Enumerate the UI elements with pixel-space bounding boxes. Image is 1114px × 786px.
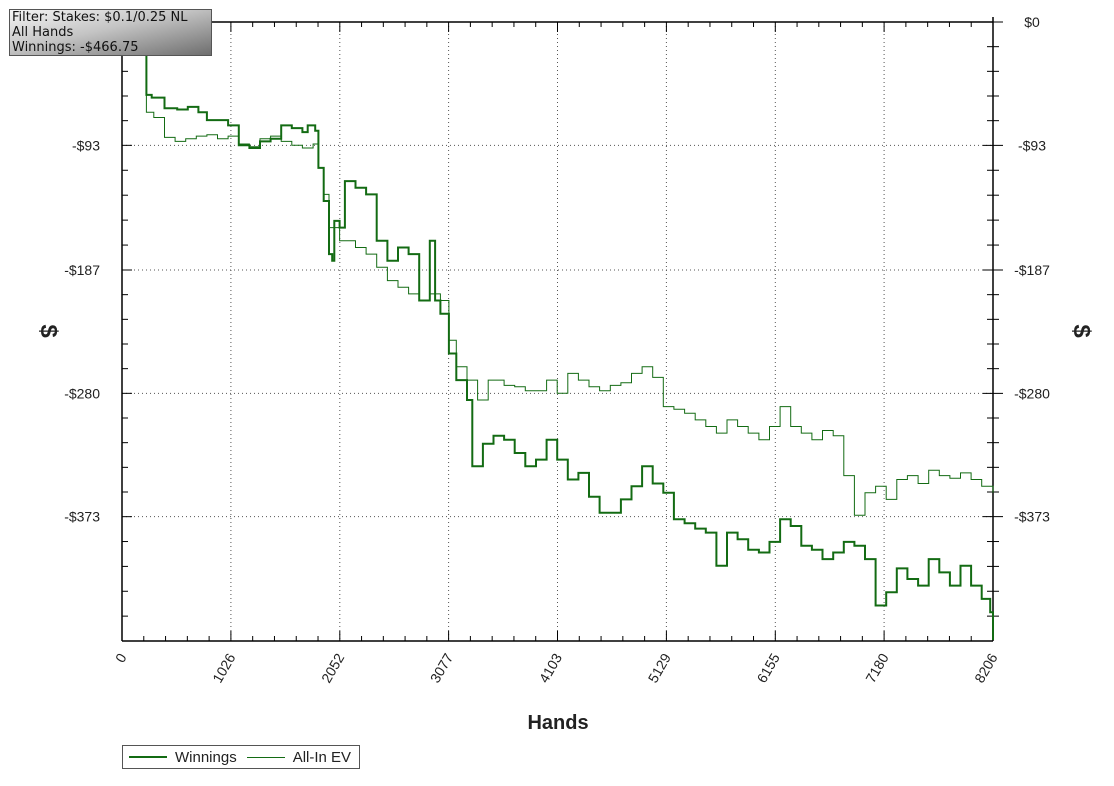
y-tick-label-left: -$93 xyxy=(72,137,100,153)
x-tick-label: 2052 xyxy=(318,650,348,685)
chart-legend: Winnings All-In EV xyxy=(122,745,361,769)
legend-item-all-in-ev: All-In EV xyxy=(246,748,352,766)
x-tick-label: 8206 xyxy=(971,650,1001,685)
y-tick-label-left: -$280 xyxy=(64,385,100,401)
x-tick-label: 0 xyxy=(112,650,130,665)
y-axis-title-right: $ xyxy=(1068,324,1095,338)
legend-swatch-winnings xyxy=(129,756,167,758)
x-tick-label: 5129 xyxy=(645,650,675,685)
legend-label-winnings: Winnings xyxy=(175,748,237,766)
y-tick-label-right: -$93 xyxy=(1018,137,1046,153)
y-tick-label-right: -$373 xyxy=(1014,509,1050,525)
y-tick-label-left: -$187 xyxy=(64,262,100,278)
series-line-winnings xyxy=(145,50,994,640)
y-tick-label-right: -$187 xyxy=(1014,262,1050,278)
x-tick-label: 4103 xyxy=(536,650,566,685)
hands-text: All Hands xyxy=(12,25,74,40)
y-tick-label-right: $0 xyxy=(1024,14,1040,30)
winnings-text: Winnings: -$466.75 xyxy=(12,40,139,55)
series-line-all-in-ev xyxy=(145,50,994,516)
legend-label-all-in-ev: All-In EV xyxy=(292,748,352,766)
x-axis-title: Hands xyxy=(527,712,588,734)
x-tick-label: 7180 xyxy=(862,650,892,685)
plot-axes xyxy=(121,17,1003,642)
y-axis-title-left: $ xyxy=(35,324,62,338)
x-tick-label: 1026 xyxy=(209,650,239,685)
filter-info-box: Filter: Stakes: $0.1/0.25 NL All Hands W… xyxy=(9,9,212,56)
legend-item-winnings: Winnings xyxy=(129,749,237,766)
y-tick-label-right: -$280 xyxy=(1014,385,1050,401)
x-tick-label: 6155 xyxy=(753,650,783,685)
series-lines xyxy=(145,50,994,640)
y-tick-label-left: -$373 xyxy=(64,509,100,525)
filter-text: Filter: Stakes: $0.1/0.25 NL xyxy=(12,10,188,25)
grid-lines xyxy=(122,22,993,641)
legend-swatch-all-in-ev xyxy=(246,756,285,758)
x-tick-label: 3077 xyxy=(427,650,457,685)
